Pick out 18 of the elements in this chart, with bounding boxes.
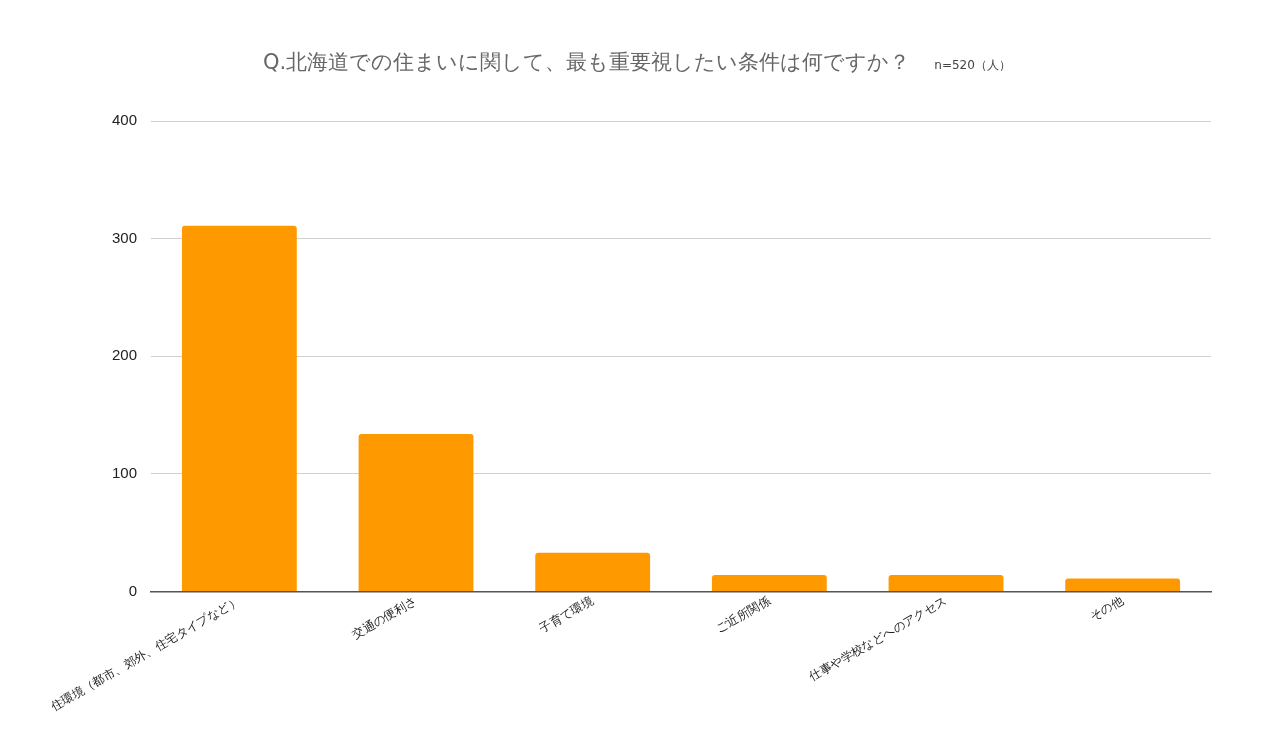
bar [888,575,1004,592]
bar [535,552,651,592]
x-tick-label: 交通の便利さ [349,593,420,643]
y-tick-label: 200 [112,346,138,364]
bar [181,225,297,592]
x-tick-label: ご近所関係 [713,593,773,637]
y-tick-label: 100 [112,464,138,482]
bar [1065,578,1181,592]
bar [358,433,474,592]
chart-title: Q.北海道での住まいに関して、最も重要視したい条件は何ですか？ [263,49,911,76]
y-tick-label: 400 [112,111,138,129]
x-tick-label: 子育て環境 [536,593,596,637]
y-tick-label: 0 [128,581,138,599]
y-tick-label: 300 [112,228,138,246]
chart-subtitle: n=520（人） [934,57,1011,74]
bar [711,575,827,592]
x-tick-label: 仕事や学校などへのアクセス [806,593,950,685]
x-tick-label: その他 [1087,593,1126,625]
